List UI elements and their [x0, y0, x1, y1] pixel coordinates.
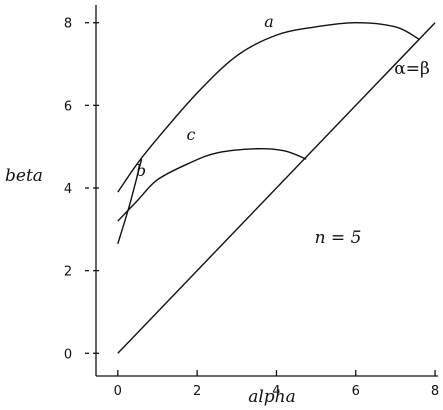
curves: [117, 22, 436, 354]
x-tick-label-6: 6: [352, 384, 360, 399]
y-tick-label-8: 8: [64, 17, 72, 32]
y-tick-label-2: 2: [64, 265, 72, 280]
x-tick-label-2: 2: [193, 384, 201, 399]
x-tick-label-0: 0: [114, 384, 122, 399]
parameter-annotation: n = 5: [315, 228, 362, 248]
y-tick-label-0: 0: [64, 347, 72, 362]
y-tick-label-4: 4: [64, 182, 72, 197]
curve-identity: [117, 22, 436, 354]
x-tick-label-8: 8: [431, 384, 439, 399]
curve-b: [117, 158, 143, 244]
ticks: 0 2 4 6 8 0 2 4 6 8: [64, 17, 439, 399]
labels: beta alpha a b c α=β n = 5: [5, 12, 430, 407]
identity-line-label: α=β: [394, 59, 430, 79]
y-tick-label-6: 6: [64, 99, 72, 114]
axes: [95, 5, 438, 377]
x-tick-label-4: 4: [272, 384, 280, 399]
curve-label-a: a: [264, 12, 274, 31]
curve-a: [117, 22, 420, 193]
curve-label-c: c: [187, 125, 196, 144]
curve-c: [117, 147, 307, 222]
y-axis-title: beta: [5, 166, 43, 186]
curve-label-b: b: [136, 161, 146, 180]
x-axis-title: alpha: [248, 387, 296, 407]
